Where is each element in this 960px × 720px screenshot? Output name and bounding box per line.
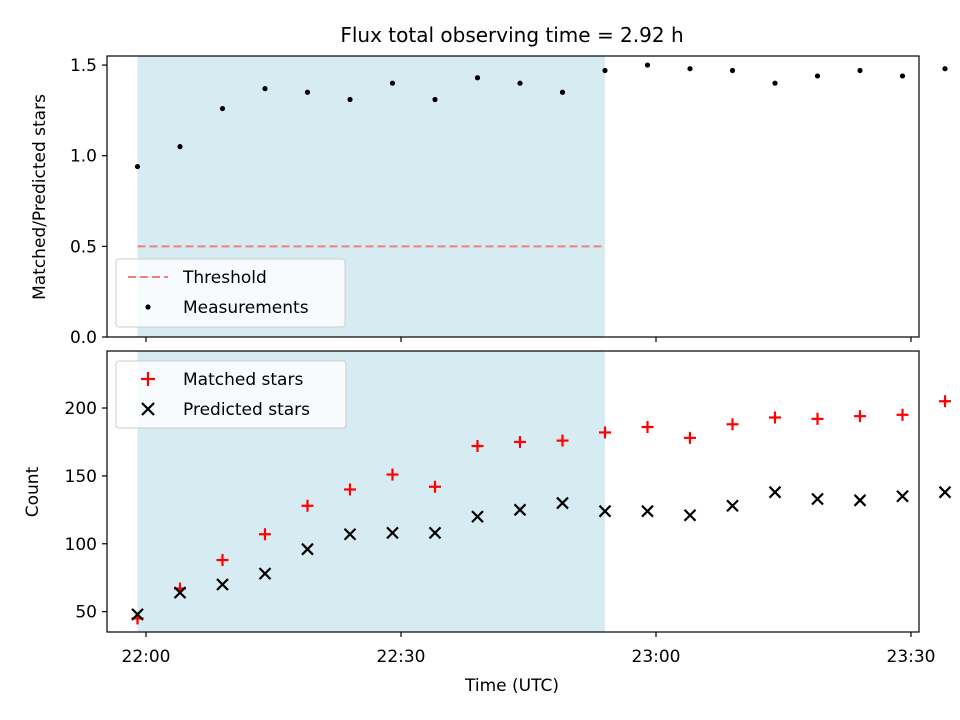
measurement-point: [559, 89, 566, 95]
predicted-star-point: [598, 504, 612, 518]
matched-stars-points: [131, 395, 951, 625]
predicted-star-point: [938, 485, 952, 499]
measurement-point: [644, 62, 651, 68]
predicted-star-point: [471, 510, 484, 523]
predicted-star-point: [131, 608, 144, 621]
count-y-tick-label: 200: [65, 399, 97, 419]
predicted-star-point: [343, 527, 357, 541]
matched-legend-marker: [141, 372, 155, 386]
count-y-axis-label: Count: [23, 466, 43, 517]
count-y-tick-label: 150: [65, 467, 97, 487]
measurement-point: [389, 80, 396, 86]
predicted-star-point: [301, 542, 314, 556]
matched-star-point: [811, 412, 824, 425]
time-x-tick-label: 22:00: [122, 647, 171, 667]
matched-star-point: [599, 426, 611, 439]
ratio-y-tick-label: 1.5: [70, 56, 97, 76]
x-axis-label: Time (UTC): [464, 676, 559, 696]
predicted-star-point: [641, 504, 654, 518]
matched-star-point: [471, 440, 484, 453]
ratio-y-axis-label: Matched/Predicted stars: [30, 94, 50, 300]
time-x-tick-label: 23:00: [632, 647, 681, 667]
predicted-legend-marker: [141, 402, 155, 416]
ratio-y-tick-label: 0.0: [70, 328, 97, 348]
ratio-x-ticks: [145, 337, 912, 342]
count-y-tick-label: 50: [75, 603, 97, 623]
measurement-point: [942, 66, 948, 72]
predicted-star-point: [513, 503, 527, 517]
predicted-star-point: [386, 526, 399, 540]
measurement-point: [177, 144, 183, 150]
measurement-point: [262, 86, 268, 92]
ratio-y-tick-label: 0.5: [70, 237, 97, 257]
count-legend-box: [115, 360, 347, 429]
time-x-tick-label: 23:30: [887, 647, 936, 667]
measurement-point: [687, 66, 693, 72]
measurement-point: [857, 67, 863, 74]
chart-title: Flux total observing time = 2.92 h: [340, 23, 683, 47]
matched-star-point: [259, 528, 271, 541]
measurements-legend-marker: [145, 304, 151, 310]
predicted-star-point: [726, 499, 739, 513]
predicted-stars-points: [131, 485, 952, 621]
matched-star-point: [514, 435, 526, 448]
predicted-star-point: [258, 567, 272, 580]
ratio-legend: Threshold Measurements: [115, 258, 346, 328]
matched-star-point: [641, 421, 654, 434]
measurement-point: [219, 105, 226, 112]
predicted-legend-label: Predicted stars: [183, 400, 310, 420]
ratio-legend-box: [115, 258, 346, 328]
predicted-star-point: [683, 508, 697, 522]
ratio-y-tick-label: 1.0: [70, 147, 97, 167]
matched-star-point: [301, 499, 314, 512]
time-x-tick-label: 22:30: [377, 647, 426, 667]
ratio-y-ticks: 0.0 0.5 1.0 1.5: [70, 56, 107, 348]
matched-star-point: [684, 431, 696, 444]
measurement-point: [814, 73, 821, 79]
matched-star-point: [769, 411, 781, 424]
count-axes-frame: [106, 350, 920, 633]
count-y-tick-label: 100: [65, 535, 97, 555]
measurement-point: [729, 67, 736, 74]
measurement-point: [899, 73, 906, 79]
matched-star-point: [429, 480, 441, 493]
measurements-points: [134, 62, 948, 170]
matched-star-point: [896, 408, 909, 421]
predicted-star-point: [811, 492, 824, 506]
measurement-point: [517, 80, 523, 86]
matched-star-point: [854, 410, 866, 423]
count-legend: Matched stars Predicted stars: [115, 360, 347, 429]
matched-star-point: [726, 418, 739, 431]
ratio-panel: 0.0 0.5 1.0 1.5 Matched/Predicted stars Thr…: [30, 55, 948, 348]
matched-star-point: [556, 434, 569, 447]
predicted-star-point: [216, 578, 229, 591]
predicted-star-point: [768, 485, 782, 499]
predicted-star-point: [896, 489, 909, 503]
matched-star-point: [216, 554, 229, 567]
matched-star-point: [939, 395, 951, 408]
measurement-point: [347, 96, 353, 103]
matched-legend-label: Matched stars: [183, 370, 303, 390]
predicted-star-point: [428, 526, 442, 540]
measurements-legend-label: Measurements: [183, 298, 309, 318]
threshold-legend-label: Threshold: [182, 268, 267, 288]
measurement-point: [134, 163, 141, 170]
predicted-star-point: [556, 496, 569, 510]
measurement-point: [772, 80, 778, 86]
count-y-ticks: 50 100 150 200: [65, 399, 107, 623]
ratio-axes-frame: [106, 55, 920, 338]
measurement-point: [602, 67, 608, 74]
predicted-star-point: [853, 494, 867, 507]
measurement-point: [304, 89, 311, 95]
matched-star-point: [344, 483, 356, 496]
measurement-point: [432, 96, 438, 103]
predicted-star-point: [173, 586, 187, 599]
measurement-point: [474, 75, 481, 81]
matched-star-point: [386, 468, 399, 481]
